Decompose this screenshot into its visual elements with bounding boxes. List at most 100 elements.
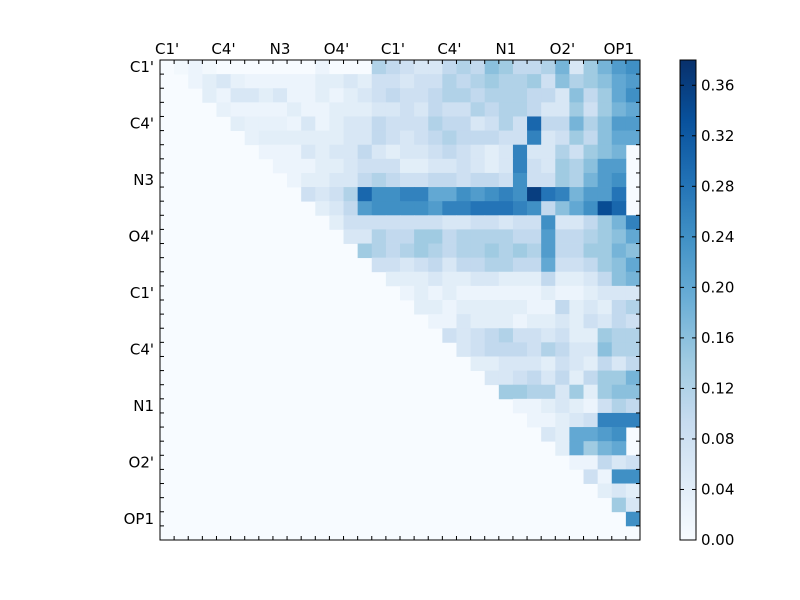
heatmap-cell	[583, 144, 599, 160]
heatmap-cell	[301, 74, 316, 89]
heatmap-cell	[512, 300, 528, 315]
heatmap-cell	[385, 130, 401, 146]
heatmap-cell	[329, 88, 344, 103]
heatmap-cell	[569, 215, 584, 230]
heatmap-cell	[315, 187, 330, 202]
heatmap-cell	[555, 370, 570, 386]
heatmap-cell	[597, 60, 613, 75]
heatmap-cell	[428, 314, 443, 329]
heatmap-cell	[541, 384, 556, 400]
heatmap-cell	[597, 469, 613, 484]
heatmap-cell	[442, 201, 457, 216]
heatmap-cell	[329, 60, 344, 75]
heatmap-cell	[512, 144, 528, 160]
heatmap-cell	[597, 300, 613, 315]
heatmap-cell	[414, 229, 429, 244]
heatmap-cell	[470, 88, 486, 103]
heatmap-cell	[583, 102, 599, 117]
heatmap-cell	[555, 412, 570, 428]
heatmap-cell	[329, 144, 344, 160]
heatmap-cell	[371, 257, 387, 273]
heatmap-cell	[498, 74, 514, 89]
heatmap-cell	[315, 102, 330, 117]
heatmap-cell	[315, 116, 330, 131]
heatmap-cell	[329, 172, 344, 188]
heatmap-cell	[541, 187, 556, 202]
heatmap-cell	[583, 201, 599, 216]
heatmap-cell	[470, 229, 486, 244]
heatmap-cell	[569, 455, 584, 470]
heatmap-cell	[569, 412, 584, 428]
heatmap-cell	[357, 144, 373, 160]
heatmap-cell	[456, 130, 471, 146]
heatmap-cell	[428, 130, 443, 146]
heatmap-cell	[583, 441, 599, 456]
heatmap-cell	[385, 158, 401, 174]
heatmap-cell	[456, 300, 471, 315]
x-tick-label: N3	[270, 40, 291, 58]
heatmap-cell	[569, 243, 584, 259]
heatmap-cell	[611, 229, 627, 244]
heatmap-cell	[597, 370, 613, 386]
heatmap-cell	[414, 187, 429, 202]
heatmap-cell	[597, 243, 613, 259]
heatmap-cell	[512, 257, 528, 273]
heatmap-cell	[400, 257, 415, 273]
heatmap-cell	[442, 60, 457, 75]
heatmap-cell	[244, 60, 260, 75]
heatmap-cell	[611, 427, 627, 442]
heatmap-cell	[301, 116, 316, 131]
heatmap-cell	[301, 102, 316, 117]
heatmap-cell	[569, 172, 584, 188]
heatmap-cell	[541, 257, 556, 273]
heatmap-cell	[541, 229, 556, 244]
heatmap-cell	[442, 88, 457, 103]
heatmap-cell	[625, 356, 641, 371]
heatmap-cell	[470, 271, 486, 287]
heatmap-cell	[498, 328, 514, 343]
y-tick-label: OP1	[124, 510, 154, 528]
heatmap-cell	[625, 271, 641, 287]
heatmap-cell	[357, 60, 373, 75]
heatmap-cell	[414, 116, 429, 131]
heatmap-cell	[272, 74, 288, 89]
heatmap-cell	[527, 88, 542, 103]
heatmap-cell	[527, 384, 542, 400]
heatmap-cell	[414, 215, 429, 230]
heatmap-cell	[385, 172, 401, 188]
heatmap-cell	[625, 469, 641, 484]
y-tick-label: O4'	[129, 228, 154, 246]
heatmap-cell	[470, 144, 486, 160]
heatmap-cell	[414, 300, 429, 315]
heatmap-cell	[555, 116, 570, 131]
heatmap-cell	[597, 116, 613, 131]
heatmap-cell	[512, 102, 528, 117]
heatmap-cell	[470, 158, 486, 174]
heatmap-cell	[414, 257, 429, 273]
heatmap-cell	[272, 144, 288, 160]
heatmap-cell	[400, 130, 415, 146]
colorbar-tick-label: 0.36	[701, 76, 734, 94]
heatmap-cell	[385, 243, 401, 259]
heatmap-cell	[569, 88, 584, 103]
heatmap-cell	[258, 102, 274, 117]
heatmap-cell	[611, 158, 627, 174]
heatmap-cell	[597, 215, 613, 230]
heatmap-cell	[555, 201, 570, 216]
heatmap-cell	[583, 243, 599, 259]
heatmap-cell	[484, 370, 500, 386]
heatmap-cell	[512, 356, 528, 371]
heatmap-cell	[625, 342, 641, 357]
heatmap-cell	[597, 285, 613, 301]
heatmap-cell	[385, 215, 401, 230]
heatmap-cell	[357, 243, 373, 259]
heatmap-cell	[484, 300, 500, 315]
heatmap-cell	[597, 172, 613, 188]
heatmap-cell	[400, 229, 415, 244]
heatmap-cell	[611, 314, 627, 329]
heatmap-cell	[569, 201, 584, 216]
heatmap-cell	[597, 88, 613, 103]
heatmap-cell	[357, 88, 373, 103]
heatmap-cell	[244, 116, 260, 131]
heatmap-cell	[541, 60, 556, 75]
